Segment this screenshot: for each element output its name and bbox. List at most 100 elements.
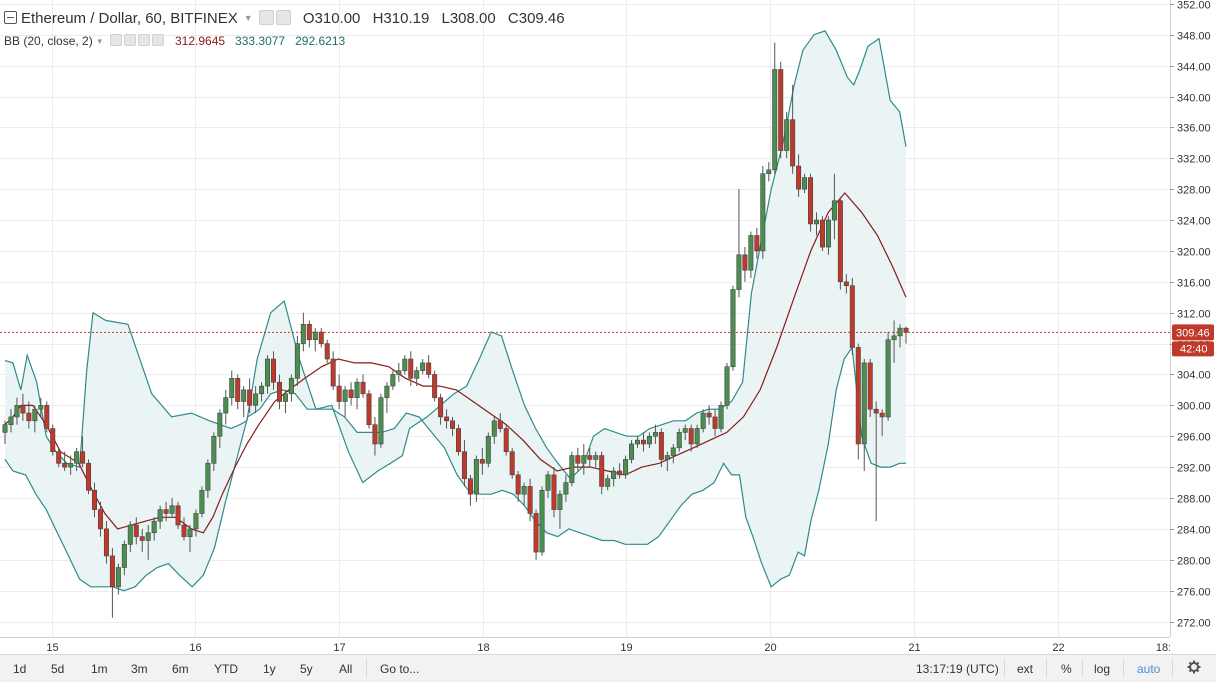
candle <box>623 455 629 479</box>
candle <box>581 443 587 475</box>
candle <box>855 343 861 460</box>
gear-icon[interactable] <box>1187 660 1201 674</box>
candle <box>300 312 306 352</box>
candle <box>127 521 133 553</box>
candle <box>235 374 241 410</box>
price-chart[interactable]: 15 16 17 18 19 20 21 22 18: 272.00 276.00 280.00 28… <box>0 0 1216 654</box>
range-5d[interactable]: 5d <box>51 662 65 676</box>
y-tick-label: 352.00 <box>1177 0 1211 12</box>
indicator-name[interactable]: BB (20, close, 2) <box>4 34 93 48</box>
candle-body <box>861 362 867 445</box>
log-toggle[interactable]: log <box>1094 662 1111 676</box>
range-1y[interactable]: 1y <box>263 662 276 676</box>
candle <box>402 355 408 375</box>
candle <box>438 393 444 425</box>
candle <box>724 362 730 410</box>
settings-icon[interactable] <box>275 10 291 25</box>
range-all[interactable]: All <box>339 662 353 676</box>
candle <box>825 216 831 255</box>
candle <box>503 424 509 456</box>
candle-body <box>563 482 569 495</box>
candle-body <box>163 509 169 514</box>
candle-body <box>497 420 503 429</box>
candle <box>396 362 402 383</box>
range-3m[interactable]: 3m <box>131 662 148 676</box>
range-ytd[interactable]: YTD <box>214 662 238 676</box>
candle <box>145 525 151 560</box>
candle <box>229 370 235 406</box>
candle <box>32 405 38 433</box>
candle <box>109 548 115 618</box>
candle-body <box>68 462 74 468</box>
candle-body <box>217 412 223 437</box>
price-axis[interactable]: 272.00 276.00 280.00 284.00 288.00 292.00 296.… <box>1170 0 1216 654</box>
candle-body <box>426 362 432 375</box>
candle-body <box>420 362 426 371</box>
candle-body <box>145 532 151 541</box>
candle <box>831 173 837 240</box>
x-tick-label: 16 <box>189 642 201 654</box>
y-tick-label: 272.00 <box>1177 618 1211 630</box>
candle-body <box>772 69 778 171</box>
open-label: O <box>302 10 315 27</box>
clock-readout[interactable]: 13:17:19 (UTC) <box>916 662 999 676</box>
candle <box>390 370 396 390</box>
candle <box>640 432 646 452</box>
candle-body <box>390 374 396 387</box>
candles <box>2 42 909 618</box>
candle-body <box>623 459 629 476</box>
eye-icon[interactable] <box>258 10 274 25</box>
candle <box>372 416 378 456</box>
chevron-down-icon[interactable]: ▼ <box>95 37 104 46</box>
candle <box>646 432 652 448</box>
candle <box>366 389 372 429</box>
candle <box>420 359 426 375</box>
candle-body <box>80 451 86 464</box>
candle-body <box>545 474 551 491</box>
candle <box>688 424 694 452</box>
candle-body <box>402 358 408 371</box>
candle <box>843 274 849 294</box>
candle-body <box>450 420 456 429</box>
candle <box>288 374 294 402</box>
plus-icon[interactable] <box>137 34 150 46</box>
symbol-title[interactable]: Ethereum / Dollar, 60, BITFINEX <box>21 10 238 27</box>
candle <box>241 386 247 417</box>
separator <box>1004 659 1005 677</box>
candle-body <box>581 455 587 464</box>
candle <box>86 459 92 495</box>
goto-button[interactable]: Go to... <box>380 662 420 676</box>
candle <box>551 467 557 518</box>
candle <box>169 498 175 518</box>
candle-body <box>724 366 730 406</box>
auto-toggle[interactable]: auto <box>1137 662 1161 676</box>
settings-icon[interactable] <box>123 34 136 46</box>
candle-body <box>849 285 855 348</box>
candle-body <box>223 397 229 414</box>
candle <box>44 401 50 433</box>
y-tick-label: 292.00 <box>1177 463 1211 475</box>
percent-toggle[interactable]: % <box>1061 662 1072 676</box>
time-axis[interactable]: 15 16 17 18 19 20 21 22 18: <box>0 637 1171 655</box>
candle <box>187 525 193 553</box>
y-tick-label: 348.00 <box>1177 31 1211 43</box>
candle-body <box>736 254 742 290</box>
candle <box>97 501 103 537</box>
range-1d[interactable]: 1d <box>13 662 27 676</box>
close-icon[interactable] <box>151 34 164 46</box>
ext-toggle[interactable]: ext <box>1017 662 1034 676</box>
range-5y[interactable]: 5y <box>300 662 313 676</box>
chevron-down-icon[interactable]: ▼ <box>243 13 253 23</box>
candle <box>539 486 545 556</box>
range-6m[interactable]: 6m <box>172 662 189 676</box>
collapse-icon[interactable] <box>4 11 17 24</box>
candle <box>635 436 641 448</box>
candle-body <box>790 119 796 167</box>
candle-body <box>187 528 193 537</box>
candle <box>2 420 8 444</box>
candle-body <box>414 370 420 379</box>
x-tick-label: 18 <box>477 642 489 654</box>
range-1m[interactable]: 1m <box>91 662 108 676</box>
candle <box>509 447 515 479</box>
eye-icon[interactable] <box>109 34 122 46</box>
